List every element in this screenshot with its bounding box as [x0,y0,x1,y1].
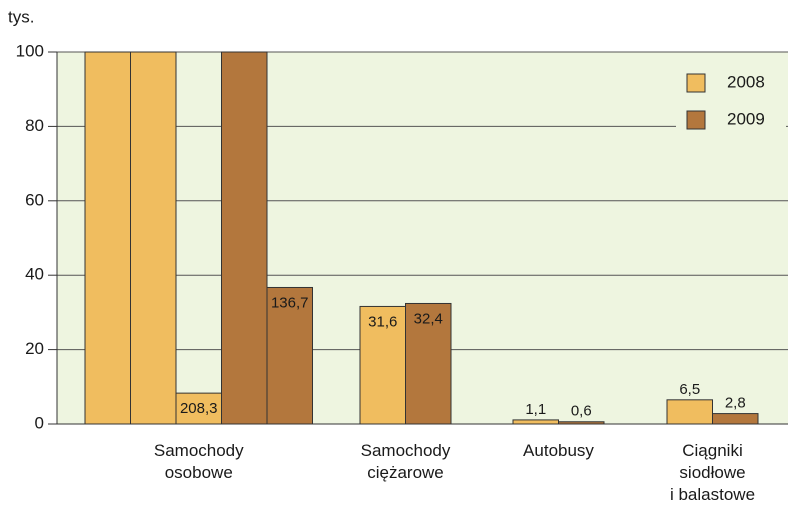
bar [130,51,177,425]
value-label: 0,6 [571,403,592,420]
value-label: 6,5 [679,381,700,398]
y-tick-label: 100 [16,41,44,60]
legend-swatch [686,110,706,130]
value-label: 31,6 [368,313,397,330]
y-tick-label: 60 [25,190,44,209]
grid [57,51,788,351]
legend-label: 2009 [727,109,765,128]
y-unit: tys. [8,7,34,26]
legend-label: 2008 [727,72,765,91]
bar [359,305,406,425]
bar [405,302,452,425]
bar [666,399,713,425]
value-label: 136,7 [271,294,309,311]
x-tick-label: Ciągniki siodłowe i balastowe [669,441,756,504]
value-label: 32,4 [414,310,443,327]
bar [84,51,131,425]
value-label: 2,8 [725,395,746,412]
y-tick-label: 20 [25,339,44,358]
y-tick-label: 0 [35,413,44,432]
bar [175,392,222,425]
value-label: 1,1 [525,401,546,418]
bar [221,51,268,425]
bar [512,419,559,425]
legend-swatch [686,73,706,93]
bar [712,413,759,425]
y-tick-label: 80 [25,116,44,135]
bar [558,421,605,425]
x-tick-label: Autobusy [523,441,594,460]
x-tick-label: Samochody osobowe [153,441,244,482]
bar [266,286,313,425]
x-tick-label: Samochody ciężarowe [360,441,451,482]
y-tick-label: 40 [25,265,44,284]
value-label: 208,3 [180,400,218,417]
